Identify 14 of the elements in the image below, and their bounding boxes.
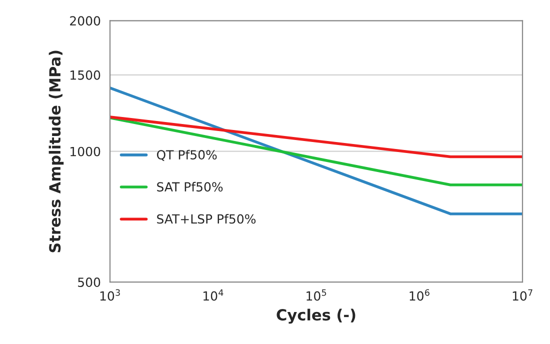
x-tick-label: 10$^{4}$	[204, 289, 224, 301]
y-tick-label: 1500	[70, 70, 100, 80]
x-tick-label: 10$^{6}$	[410, 289, 430, 301]
y-tick-label: 500	[78, 278, 100, 288]
x-tick-label: 10$^{7}$	[512, 289, 532, 301]
y-tick-label: 1000	[70, 146, 100, 156]
x-tick-label: 10$^{5}$	[306, 289, 326, 301]
y-axis-title: Stress Amplitude (MPa)	[48, 50, 64, 252]
legend-label: QT Pf50%	[156, 150, 217, 161]
x-tick-label: 10$^{3}$	[100, 289, 120, 301]
x-axis-title: Cycles (-)	[276, 308, 356, 324]
legend-label: SAT Pf50%	[157, 182, 223, 192]
y-tick-label: 2000	[70, 16, 100, 26]
legend-label: SAT+LSP Pf50%	[157, 214, 256, 224]
